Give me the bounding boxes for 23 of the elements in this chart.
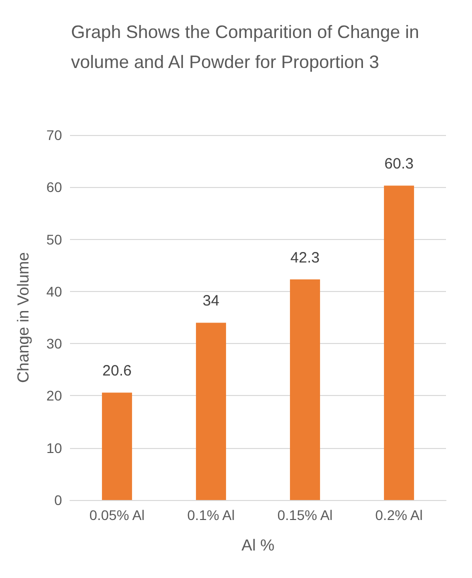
x-tick-label: 0.1% Al: [187, 507, 235, 523]
y-tick-label: 0: [54, 492, 62, 508]
x-axis-title: Al %: [242, 538, 274, 554]
x-tick-label: 0.15% Al: [277, 507, 333, 523]
data-label: 42.3: [290, 249, 320, 266]
data-label: 60.3: [384, 156, 414, 173]
y-axis-title: Change in Volume: [16, 252, 32, 383]
y-tick-label: 20: [46, 388, 62, 404]
bar: [384, 186, 414, 500]
bar: [196, 322, 226, 500]
y-tick-label: 60: [46, 179, 62, 196]
chart-title: Graph Shows the Comparition of Change in volume and Al Powder for Proportion 3: [71, 22, 424, 72]
y-tick-label: 70: [46, 127, 62, 143]
y-tick-label: 40: [46, 283, 62, 300]
x-tick-label: 0.2% Al: [375, 507, 423, 523]
data-label: 34: [202, 292, 220, 310]
y-tick-label: 50: [46, 231, 62, 248]
y-tick-label: 10: [46, 440, 62, 456]
data-label: 20.6: [102, 362, 132, 380]
y-tick-label: 30: [46, 336, 62, 352]
x-tick-label: 0.05% Al: [89, 507, 145, 523]
bar: [102, 392, 132, 500]
bar: [290, 279, 320, 500]
